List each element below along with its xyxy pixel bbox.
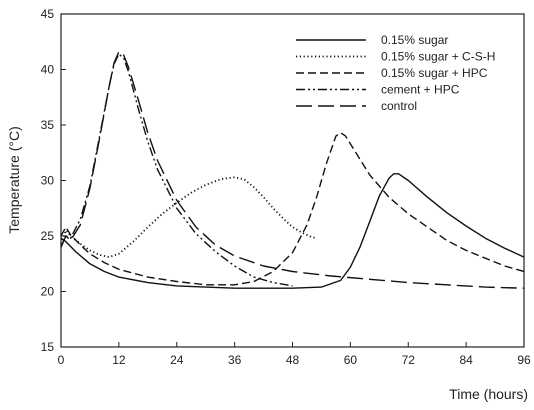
x-tick-label: 0 bbox=[58, 353, 65, 367]
x-tick-label: 48 bbox=[286, 353, 300, 367]
y-tick-label: 15 bbox=[41, 340, 55, 354]
legend-label: control bbox=[381, 99, 417, 113]
series-line bbox=[60, 53, 293, 287]
y-tick-label: 45 bbox=[41, 7, 55, 21]
series-lines bbox=[60, 51, 525, 289]
y-tick-label: 40 bbox=[41, 63, 55, 77]
x-tick-label: 12 bbox=[112, 353, 126, 367]
y-tick-label: 30 bbox=[41, 174, 55, 188]
y-tick-label: 35 bbox=[41, 118, 55, 132]
series-line bbox=[60, 51, 525, 289]
x-tick-label: 84 bbox=[459, 353, 473, 367]
y-tick-label: 20 bbox=[41, 285, 55, 299]
x-tick-label: 36 bbox=[228, 353, 242, 367]
legend-label: 0.15% sugar + C-S-H bbox=[381, 50, 495, 64]
series-line bbox=[60, 176, 317, 258]
y-tick-label: 25 bbox=[41, 229, 55, 243]
x-tick-label: 72 bbox=[402, 353, 416, 367]
legend-label: 0.15% sugar + HPC bbox=[381, 66, 488, 80]
y-axis-label: Temperature (°C) bbox=[6, 126, 22, 234]
legend-label: cement + HPC bbox=[381, 83, 460, 97]
series-line bbox=[60, 132, 525, 286]
series-line bbox=[60, 173, 525, 289]
legend-label: 0.15% sugar bbox=[381, 33, 448, 47]
plot-frame bbox=[60, 13, 525, 348]
x-tick-label: 96 bbox=[517, 353, 531, 367]
legend: 0.15% sugar 0.15% sugar + C-S-H 0.15% suga… bbox=[296, 33, 495, 113]
x-tick-label: 24 bbox=[170, 353, 184, 367]
x-axis-label: Time (hours) bbox=[449, 386, 528, 402]
x-tick-label: 60 bbox=[344, 353, 358, 367]
axes: 0 12 24 36 48 60 72 84 96 15 20 25 30 35 40 45 bbox=[41, 7, 531, 367]
